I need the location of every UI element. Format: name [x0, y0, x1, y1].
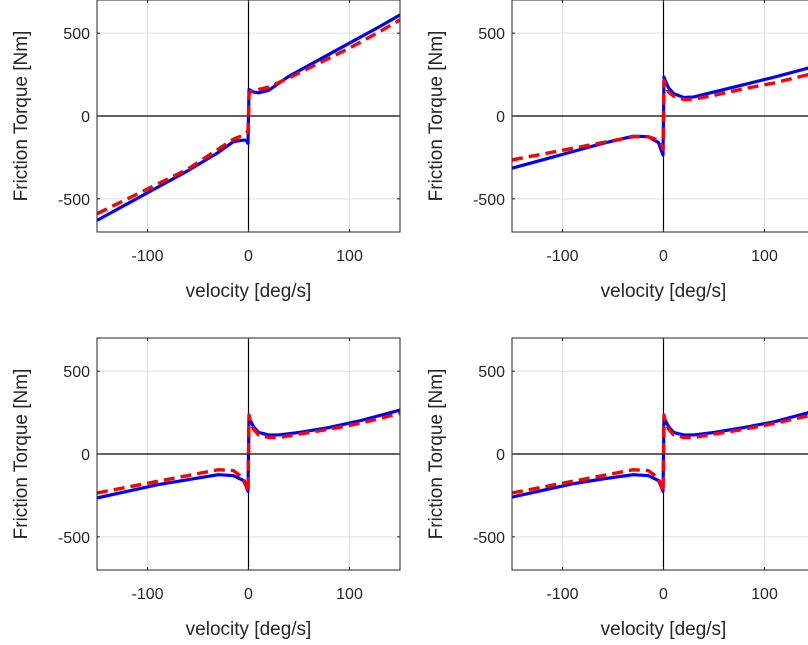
x-tick-label: -100	[546, 248, 578, 265]
subplot-4: -100 0 100 -500 0 500 velocity [deg/s] Friction…	[426, 337, 808, 640]
x-tick-label: 0	[659, 248, 668, 265]
y-tick-label: 500	[478, 364, 505, 381]
series-line-red-dashed	[512, 413, 808, 495]
series-line-red-dashed	[97, 411, 400, 495]
y-tick-label: -500	[473, 530, 505, 547]
y-tick-label: 500	[63, 364, 90, 381]
y-tick-label: -500	[58, 192, 90, 209]
subplot-1: -100 0 100 -500 0 500 velocity [deg/s] Friction…	[11, 0, 401, 302]
y-axis-label: Friction Torque [Nm]	[426, 31, 447, 202]
x-tick-label: 0	[244, 248, 253, 265]
y-axis-label: Friction Torque [Nm]	[11, 31, 32, 202]
x-tick-label: 0	[244, 586, 253, 603]
series-line-red-dashed	[512, 72, 808, 162]
x-axis-label: velocity [deg/s]	[186, 281, 312, 302]
y-tick-label: 500	[478, 26, 505, 43]
x-tick-label: 100	[751, 248, 778, 265]
y-tick-label: 0	[81, 447, 90, 464]
x-tick-label: 0	[659, 586, 668, 603]
y-axis-label: Friction Torque [Nm]	[426, 369, 447, 540]
y-tick-label: -500	[473, 192, 505, 209]
series-line-red-dashed	[97, 18, 400, 216]
x-tick-label: -100	[131, 248, 163, 265]
y-tick-label: 500	[63, 26, 90, 43]
x-tick-label: 100	[336, 586, 363, 603]
y-axis-label: Friction Torque [Nm]	[11, 369, 32, 540]
x-tick-label: -100	[131, 586, 163, 603]
subplot-2: -100 0 100 -500 0 500 velocity [deg/s] Friction…	[426, 0, 808, 302]
y-tick-label: -500	[58, 530, 90, 547]
x-tick-label: 100	[336, 248, 363, 265]
x-axis-label: velocity [deg/s]	[186, 619, 312, 640]
y-tick-label: 0	[496, 447, 505, 464]
x-tick-label: -100	[546, 586, 578, 603]
y-tick-label: 0	[496, 109, 505, 126]
x-axis-label: velocity [deg/s]	[601, 281, 727, 302]
x-axis-label: velocity [deg/s]	[601, 619, 727, 640]
subplot-3: -100 0 100 -500 0 500 velocity [deg/s] Friction…	[11, 337, 401, 640]
y-tick-label: 0	[81, 109, 90, 126]
x-tick-label: 100	[751, 586, 778, 603]
